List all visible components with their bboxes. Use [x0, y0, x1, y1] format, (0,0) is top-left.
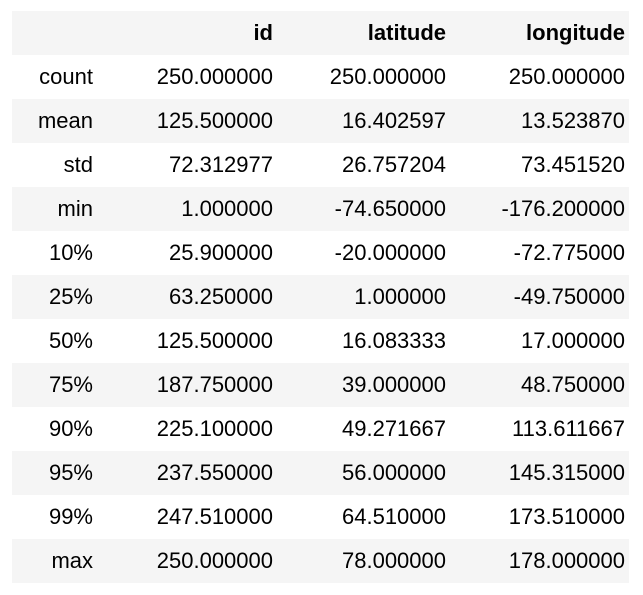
index-header — [12, 11, 105, 55]
describe-table: id latitude longitude count 250.000000 2… — [12, 11, 629, 583]
cell-id: 237.550000 — [156, 460, 273, 485]
row-label: 90% — [48, 416, 93, 441]
cell-longitude: 173.510000 — [508, 504, 625, 529]
cell-id: 63.250000 — [169, 284, 273, 309]
cell-latitude: -20.000000 — [334, 240, 446, 265]
cell-latitude: 250.000000 — [329, 64, 446, 89]
table-row: count 250.000000 250.000000 250.000000 — [12, 55, 629, 99]
column-header-longitude: longitude — [526, 20, 625, 45]
cell-latitude: 39.000000 — [342, 372, 446, 397]
column-header-id: id — [253, 20, 273, 45]
table-row: 25% 63.250000 1.000000 -49.750000 — [12, 275, 629, 319]
table-row: 50% 125.500000 16.083333 17.000000 — [12, 319, 629, 363]
dataframe-container: id latitude longitude count 250.000000 2… — [12, 11, 629, 583]
table-row: 90% 225.100000 49.271667 113.611667 — [12, 407, 629, 451]
cell-id: 72.312977 — [169, 152, 273, 177]
row-label: 50% — [48, 328, 93, 353]
row-label: std — [63, 152, 93, 177]
cell-longitude: 250.000000 — [508, 64, 625, 89]
row-label: count — [39, 64, 93, 89]
column-header-latitude: latitude — [367, 20, 446, 45]
cell-longitude: 178.000000 — [508, 548, 625, 573]
row-label: 75% — [48, 372, 93, 397]
cell-latitude: 78.000000 — [342, 548, 446, 573]
table-row: mean 125.500000 16.402597 13.523870 — [12, 99, 629, 143]
row-label: 25% — [48, 284, 93, 309]
cell-latitude: 1.000000 — [354, 284, 446, 309]
table-row: 75% 187.750000 39.000000 48.750000 — [12, 363, 629, 407]
row-label: 10% — [48, 240, 93, 265]
cell-latitude: 49.271667 — [342, 416, 446, 441]
row-label: mean — [37, 108, 93, 133]
cell-longitude: 17.000000 — [521, 328, 625, 353]
cell-longitude: -49.750000 — [513, 284, 625, 309]
cell-latitude: 16.083333 — [342, 328, 446, 353]
table-row: 10% 25.900000 -20.000000 -72.775000 — [12, 231, 629, 275]
row-label: min — [57, 196, 93, 221]
cell-longitude: 73.451520 — [521, 152, 625, 177]
cell-longitude: 13.523870 — [521, 108, 625, 133]
cell-latitude: 26.757204 — [342, 152, 446, 177]
row-label: max — [51, 548, 93, 573]
row-label: 99% — [48, 504, 93, 529]
table-body: count 250.000000 250.000000 250.000000 m… — [12, 55, 629, 583]
cell-longitude: 113.611667 — [512, 416, 625, 441]
row-label: 95% — [48, 460, 93, 485]
cell-longitude: -72.775000 — [513, 240, 625, 265]
cell-id: 125.500000 — [156, 108, 273, 133]
table-header: id latitude longitude — [12, 11, 629, 55]
table-row: max 250.000000 78.000000 178.000000 — [12, 539, 629, 583]
cell-id: 250.000000 — [156, 64, 273, 89]
cell-latitude: 56.000000 — [342, 460, 446, 485]
table-row: std 72.312977 26.757204 73.451520 — [12, 143, 629, 187]
cell-id: 25.900000 — [169, 240, 273, 265]
cell-id: 1.000000 — [181, 196, 273, 221]
header-row: id latitude longitude — [12, 11, 629, 55]
cell-id: 187.750000 — [156, 372, 273, 397]
cell-longitude: 48.750000 — [521, 372, 625, 397]
cell-id: 250.000000 — [156, 548, 273, 573]
table-row: min 1.000000 -74.650000 -176.200000 — [12, 187, 629, 231]
cell-longitude: 145.315000 — [508, 460, 625, 485]
cell-latitude: 16.402597 — [342, 108, 446, 133]
table-row: 99% 247.510000 64.510000 173.510000 — [12, 495, 629, 539]
cell-id: 125.500000 — [156, 328, 273, 353]
cell-id: 225.100000 — [156, 416, 273, 441]
table-row: 95% 237.550000 56.000000 145.315000 — [12, 451, 629, 495]
cell-latitude: -74.650000 — [334, 196, 446, 221]
cell-longitude: -176.200000 — [501, 196, 625, 221]
cell-id: 247.510000 — [156, 504, 273, 529]
cell-latitude: 64.510000 — [342, 504, 446, 529]
